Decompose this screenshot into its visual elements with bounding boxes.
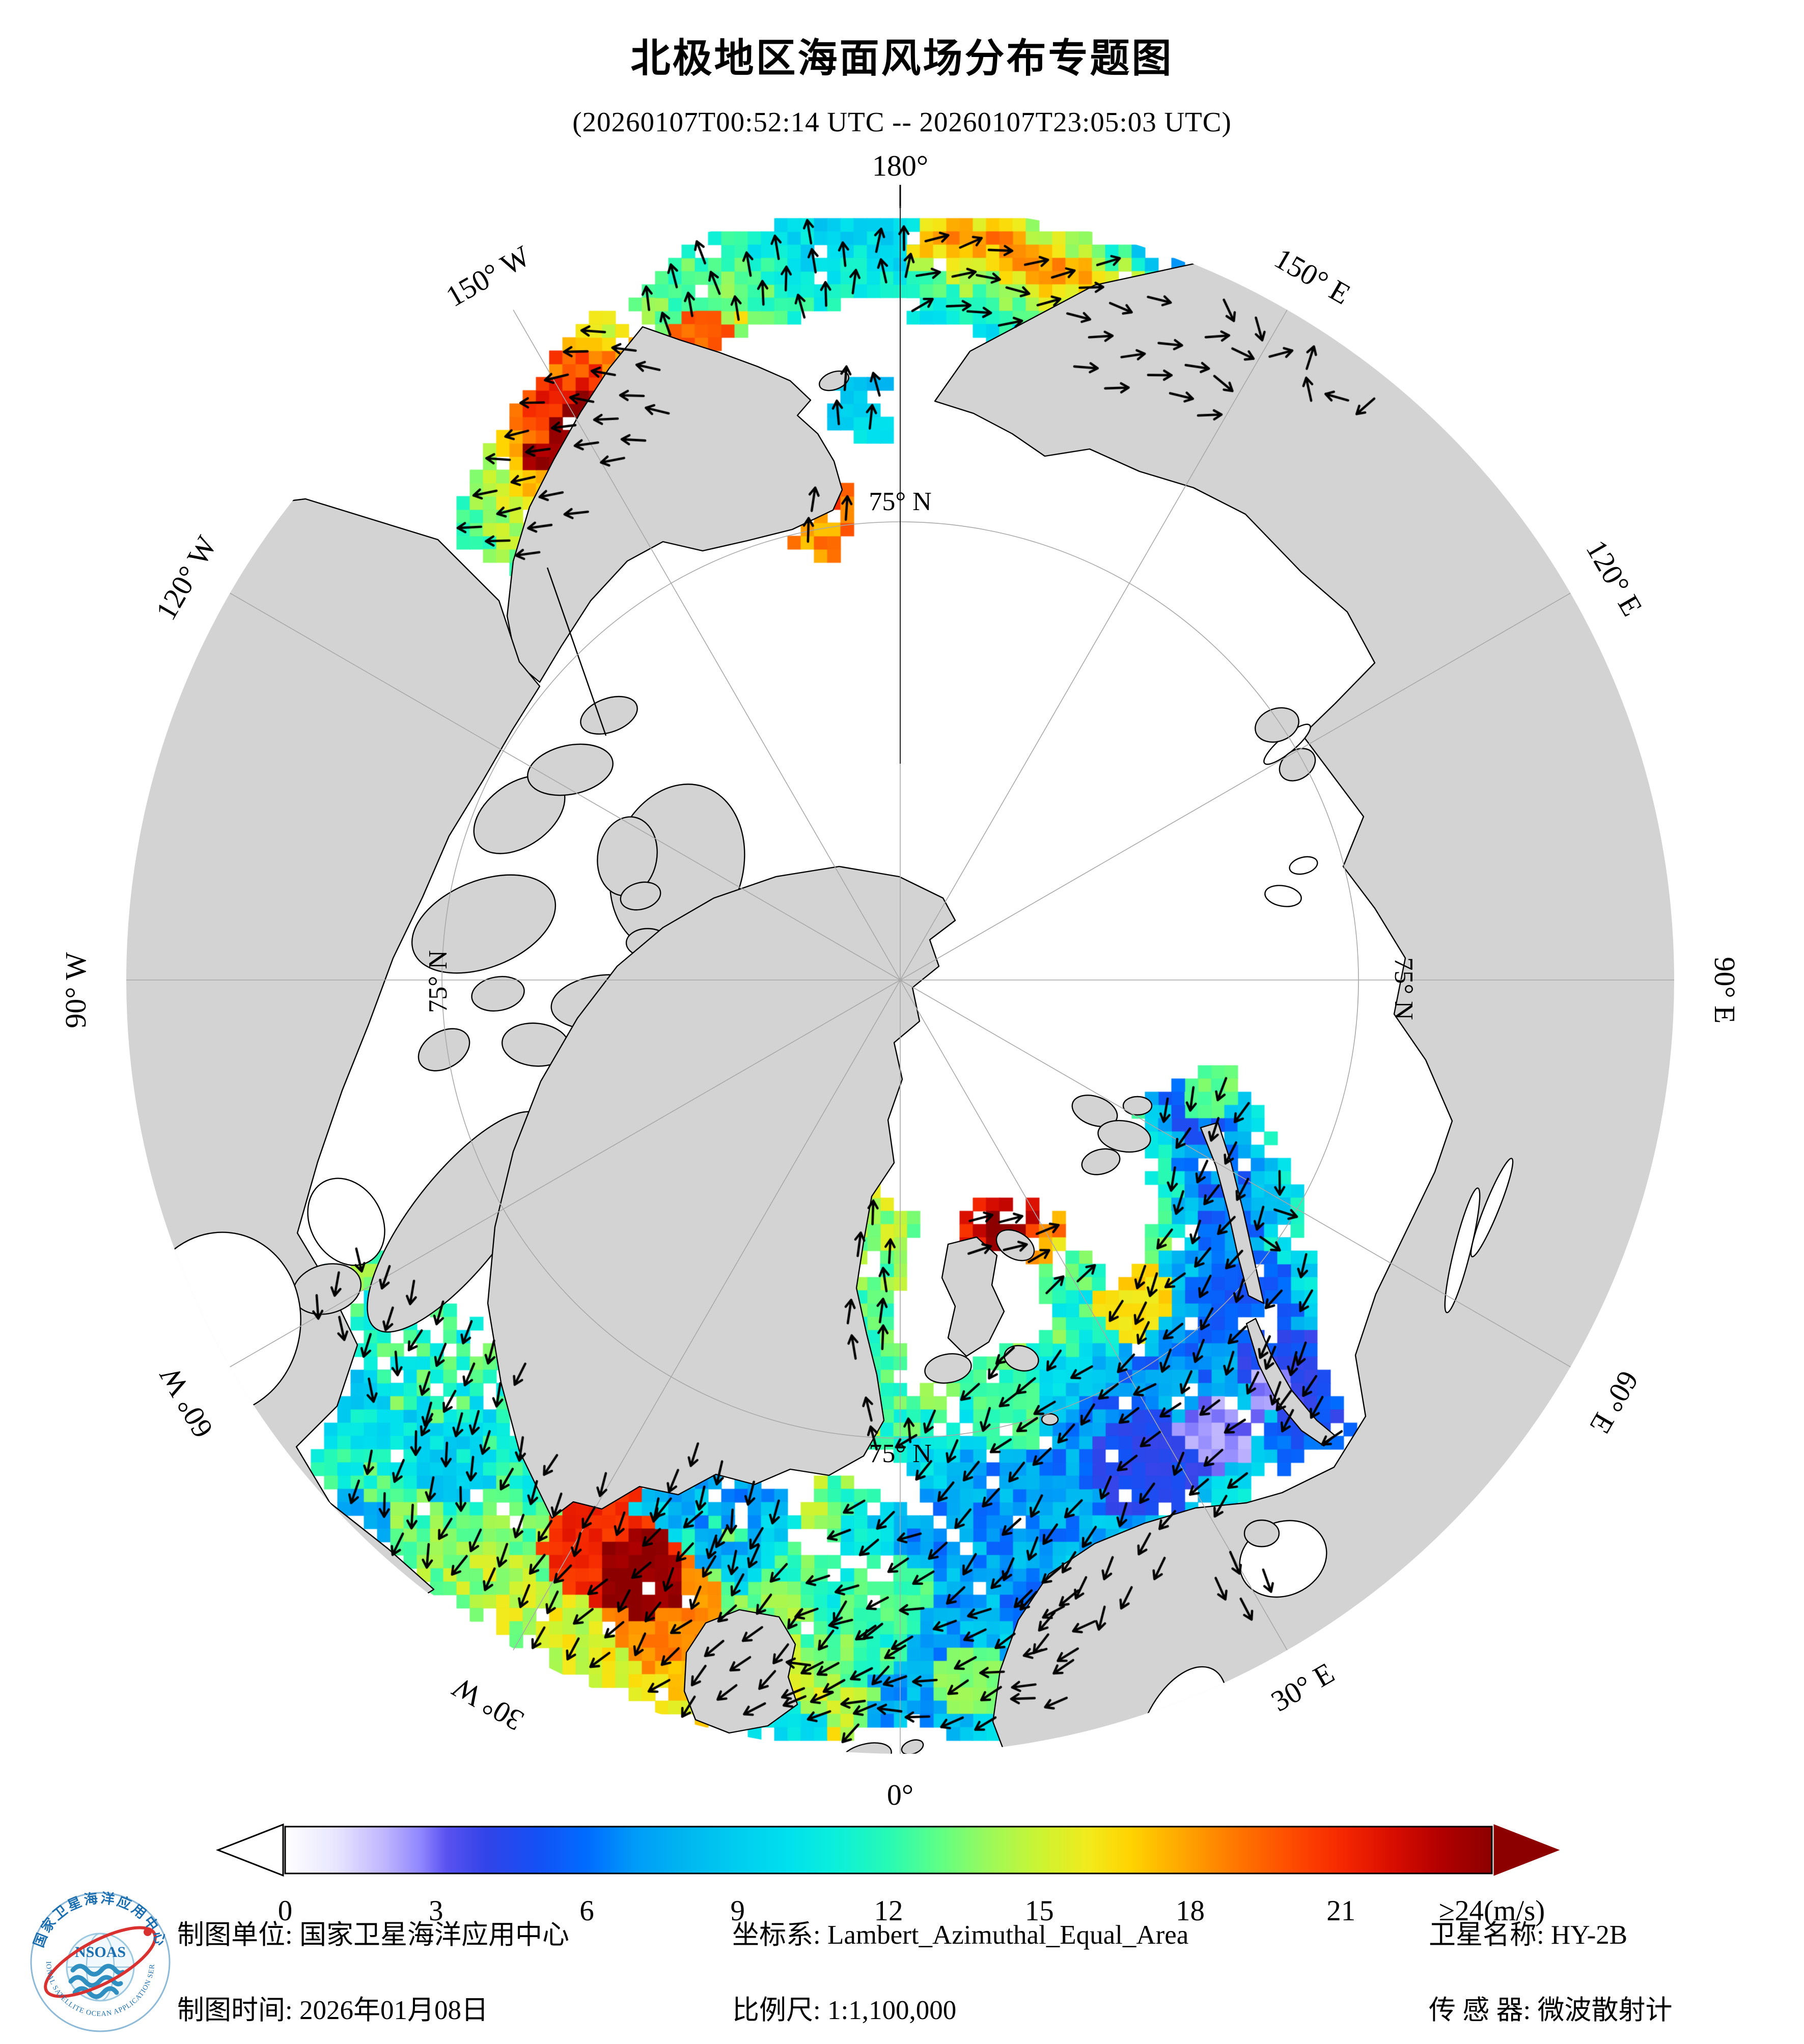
colorbar-tick-12: 12 xyxy=(874,1895,903,1927)
colorbar-right-arrow xyxy=(1493,1824,1560,1876)
colorbar-gradient-bar xyxy=(284,1826,1493,1874)
lon-label-90E: 90° E xyxy=(1708,957,1741,1023)
colorbar-tick-15: 15 xyxy=(1025,1895,1054,1927)
colorbar-left-arrow xyxy=(215,1823,284,1877)
lat-label-75n-2: 75° N xyxy=(1389,957,1418,1020)
footer-mapping-org: 制图单位: 国家卫星海洋应用中心 xyxy=(177,1920,569,1950)
lat-label-75n-0: 75° N xyxy=(869,487,931,516)
colorbar-tick-6: 6 xyxy=(579,1895,594,1927)
lat-label-75n-1: 75° N xyxy=(424,950,453,1013)
lat-label-75n-3: 75° N xyxy=(869,1439,931,1468)
footer-sensor: 传 感 器: 微波散射计 xyxy=(1429,1996,1673,2025)
lon-label-0: 0° xyxy=(887,1778,913,1811)
footer-satellite-name: 卫星名称: HY-2B xyxy=(1429,1920,1628,1950)
colorbar-tick-9: 9 xyxy=(731,1895,745,1927)
colorbar-tick-0: 0 xyxy=(278,1895,293,1927)
footer-mapping-date: 制图时间: 2026年01月08日 xyxy=(177,1996,488,2025)
lon-label-180: 180° xyxy=(872,149,928,182)
colorbar-tick-≥24(m/s): ≥24(m/s) xyxy=(1439,1895,1545,1927)
colorbar-tick-21: 21 xyxy=(1326,1895,1355,1927)
footer-map-scale: 比例尺: 1:1,100,000 xyxy=(732,1996,957,2025)
colorbar-tick-18: 18 xyxy=(1176,1895,1205,1927)
logo-waves-icon xyxy=(68,1964,125,1999)
lon-label-90W: 90° W xyxy=(59,952,92,1028)
logo-orbit-icon xyxy=(44,1926,157,1998)
colorbar-tick-3: 3 xyxy=(429,1895,443,1927)
footer-coord-system: 坐标系: Lambert_Azimuthal_Equal_Area xyxy=(732,1920,1189,1950)
nsoas-logo: NSOAS 国家卫星海洋应用中心 NATIONAL SATELLITE OCEA… xyxy=(28,1890,171,2032)
